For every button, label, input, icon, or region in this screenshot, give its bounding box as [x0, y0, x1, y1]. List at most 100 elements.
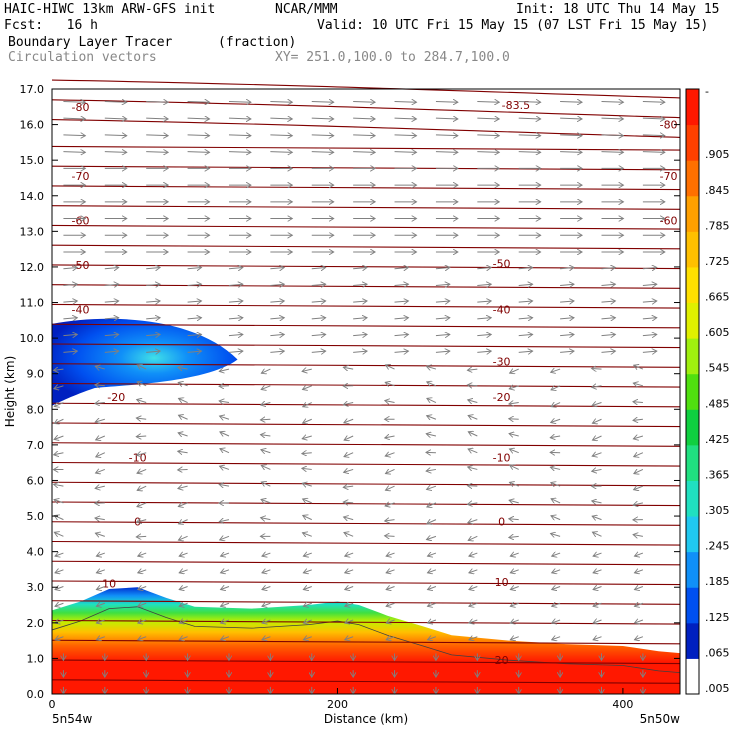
wind-vector — [394, 268, 409, 269]
colorbar-swatch — [686, 551, 699, 588]
wind-vector — [560, 152, 582, 153]
wind-vector — [426, 366, 437, 369]
wind-vector — [601, 101, 624, 102]
wind-vector — [303, 587, 312, 590]
wind-vector — [104, 284, 119, 285]
colorbar-label: .725 — [705, 255, 730, 268]
colorbar-swatch — [686, 160, 699, 197]
wind-vector — [55, 553, 64, 556]
wind-vector — [345, 570, 354, 573]
wind-vector — [228, 101, 251, 102]
wind-vector — [426, 469, 437, 471]
wind-vector — [63, 318, 77, 319]
wind-vector — [219, 369, 230, 371]
colorbar-label: .005 — [705, 682, 730, 695]
wind-vector — [510, 637, 519, 640]
wind-vector — [228, 268, 243, 269]
wind-vector — [592, 368, 602, 369]
colorbar-label: .845 — [705, 184, 730, 197]
wind-vector — [551, 516, 561, 520]
isotherm-line — [51, 659, 681, 665]
wind-vector — [343, 403, 354, 405]
wind-vector — [219, 520, 230, 522]
vectors-label: Circulation vectors — [8, 50, 157, 65]
wind-vector — [146, 301, 160, 302]
wind-vector — [468, 520, 478, 523]
wind-vector — [427, 587, 437, 590]
wind-vector — [518, 351, 533, 352]
wind-vector — [221, 620, 230, 623]
wind-vector — [344, 419, 354, 423]
wind-vector — [311, 284, 326, 285]
colorbar-label: .305 — [705, 504, 730, 517]
colorbar-swatch — [686, 231, 699, 268]
wind-vector — [221, 637, 230, 640]
wind-vector — [221, 553, 230, 556]
wind-vector — [344, 453, 354, 457]
wind-vector — [187, 301, 202, 302]
wind-vector — [427, 570, 437, 573]
wind-vector — [146, 135, 168, 136]
y-tick-label: 1.0 — [27, 652, 45, 665]
colorbar-swatch — [686, 480, 699, 517]
isotherm-line — [51, 145, 681, 151]
wind-vector — [592, 419, 602, 423]
wind-vector — [518, 268, 533, 269]
y-tick-label: 15.0 — [20, 154, 45, 167]
wind-vector — [435, 318, 450, 319]
wind-vector — [552, 603, 561, 606]
wind-vector — [261, 499, 271, 502]
wind-vector — [302, 468, 312, 469]
wind-vector — [468, 536, 478, 540]
wind-vector — [95, 366, 105, 369]
wind-vector — [468, 432, 478, 436]
wind-vector — [55, 570, 64, 573]
wind-vector — [220, 449, 230, 453]
wind-vector — [146, 152, 168, 153]
wind-vector — [54, 532, 64, 536]
wind-vector — [178, 382, 188, 385]
wind-vector — [386, 570, 395, 573]
wind-vector — [560, 334, 574, 335]
wind-vector — [551, 499, 561, 503]
wind-vector — [468, 449, 478, 453]
wind-vector — [426, 486, 437, 489]
wind-vector — [560, 301, 574, 302]
wind-vector — [303, 620, 312, 623]
wind-vector — [601, 351, 616, 352]
y-tick-label: 17.0 — [20, 83, 45, 96]
wind-vector — [592, 532, 602, 536]
wind-vector — [137, 486, 147, 490]
wind-vector — [302, 369, 312, 371]
wind-vector — [469, 553, 478, 556]
wind-vector — [518, 334, 533, 335]
colorbar-swatch — [686, 266, 699, 304]
colorbar-label: .665 — [705, 291, 730, 304]
isotherm-line — [51, 540, 681, 546]
wind-vector — [642, 152, 665, 153]
wind-vector — [187, 284, 202, 285]
colorbar-swatch — [686, 338, 699, 375]
wind-vector — [95, 419, 105, 422]
wind-vector — [551, 419, 561, 422]
wind-vector — [593, 587, 602, 590]
wind-vector — [642, 135, 665, 136]
wind-vector — [510, 587, 519, 590]
wind-vector — [435, 268, 450, 269]
wind-vector — [509, 482, 519, 486]
wind-vector — [228, 334, 243, 335]
colorbar-swatch — [686, 302, 699, 339]
wind-vector — [592, 403, 602, 406]
wind-vector — [104, 351, 119, 352]
isotherm-line — [51, 442, 681, 447]
isotherm-line — [51, 185, 681, 191]
colorbar-label: - — [705, 85, 709, 98]
wind-vector — [303, 403, 312, 407]
wind-vector — [178, 536, 188, 540]
wind-vector — [518, 135, 541, 136]
wind-vector — [146, 334, 160, 335]
wind-vector — [344, 436, 354, 440]
wind-vector — [468, 415, 478, 419]
wind-vector — [426, 434, 437, 436]
wind-vector — [63, 351, 77, 352]
